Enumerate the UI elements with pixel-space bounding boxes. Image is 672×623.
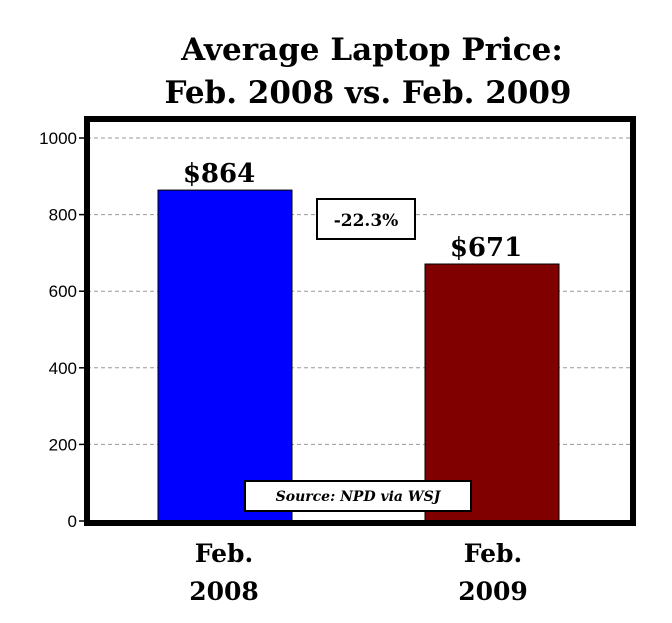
- x-category-label: Feb.: [195, 539, 253, 568]
- source-annotation-text: Source: NPD via WSJ: [276, 489, 442, 505]
- change-annotation-text: -22.3%: [334, 211, 399, 231]
- bar: [157, 189, 293, 522]
- y-tick-label: 1000: [39, 129, 77, 148]
- source-annotation-box: [244, 480, 472, 512]
- change-annotation: -22.3%: [316, 198, 416, 240]
- y-axis: 0 200 400 600 800 1000: [39, 129, 87, 531]
- x-category-label: 2008: [189, 577, 259, 606]
- y-tick-label: 600: [49, 282, 77, 301]
- change-annotation-box: [316, 198, 416, 240]
- x-category-label: 2009: [458, 577, 528, 606]
- y-tick-label: 400: [49, 359, 77, 378]
- source-annotation: Source: NPD via WSJ: [244, 480, 472, 512]
- chart-title-line-2: Feb. 2008 vs. Feb. 2009: [165, 75, 572, 111]
- category-labels: Feb. 2008 Feb. 2009: [189, 539, 528, 606]
- bars: $864 $671: [157, 159, 560, 522]
- bar-value-label: $671: [450, 233, 522, 263]
- plot-frame: [84, 116, 636, 526]
- y-tick-label: 0: [68, 512, 77, 531]
- y-tick-label: 800: [49, 206, 77, 225]
- bar-value-label: $864: [183, 159, 255, 189]
- x-category-label: Feb.: [464, 539, 522, 568]
- bar: [424, 263, 560, 522]
- y-tick-label: 200: [49, 435, 77, 454]
- chart-title-line-1: Average Laptop Price:: [180, 32, 563, 68]
